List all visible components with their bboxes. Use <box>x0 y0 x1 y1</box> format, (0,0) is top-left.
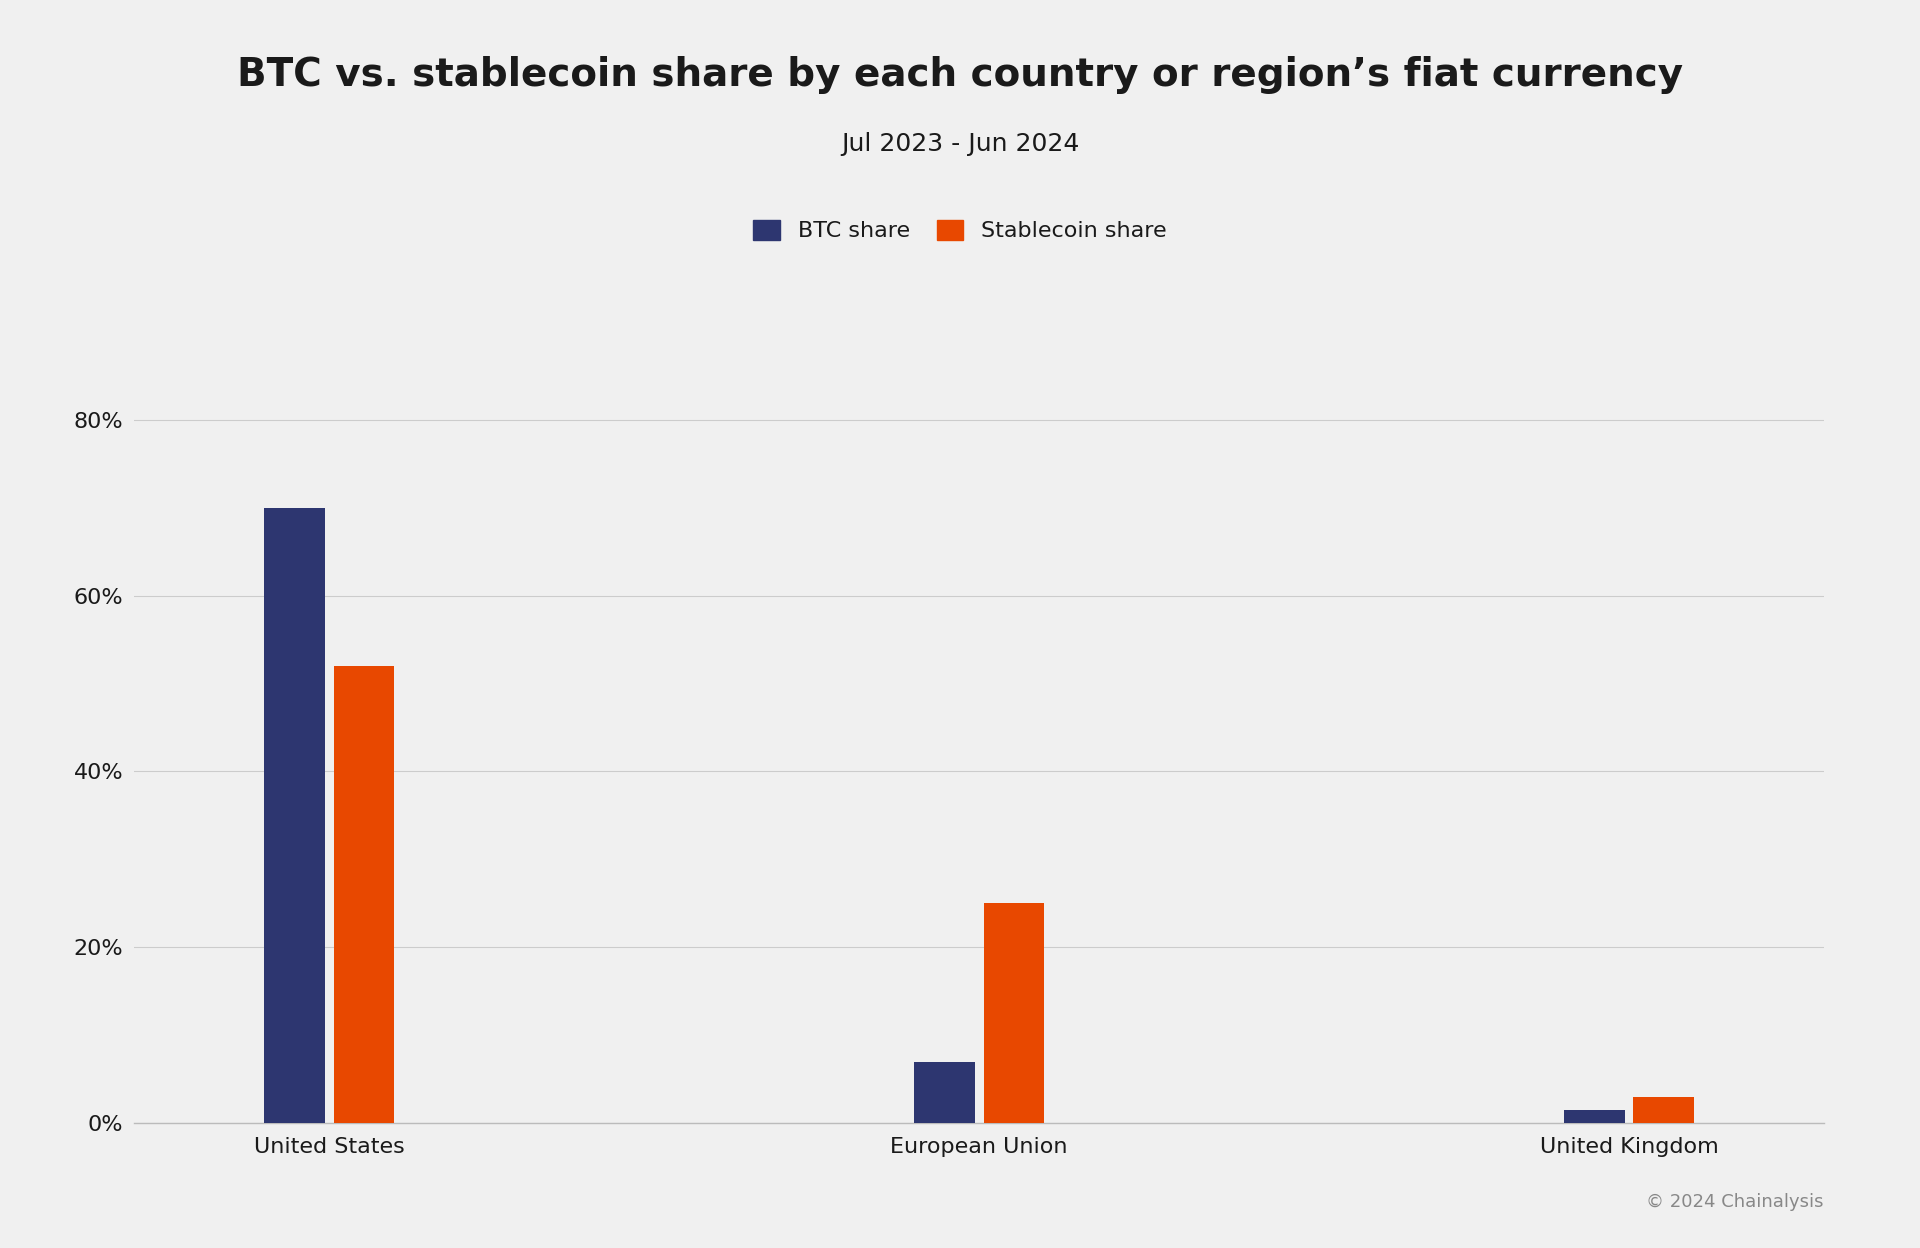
Bar <box>265 508 324 1123</box>
Bar <box>1634 1097 1693 1123</box>
Text: Jul 2023 - Jun 2024: Jul 2023 - Jun 2024 <box>841 131 1079 156</box>
Bar <box>1565 1109 1624 1123</box>
Text: © 2024 Chainalysis: © 2024 Chainalysis <box>1647 1193 1824 1211</box>
Bar <box>334 666 394 1123</box>
Bar <box>914 1062 975 1123</box>
Text: BTC vs. stablecoin share by each country or region’s fiat currency: BTC vs. stablecoin share by each country… <box>236 56 1684 94</box>
Legend: BTC share, Stablecoin share: BTC share, Stablecoin share <box>745 211 1175 250</box>
Bar <box>983 904 1044 1123</box>
